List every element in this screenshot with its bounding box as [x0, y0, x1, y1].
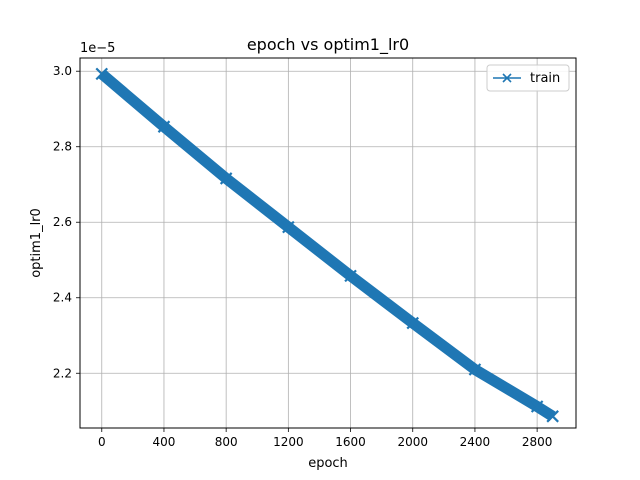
chart-title: epoch vs optim1_lr0 — [247, 35, 409, 55]
data-point-train — [344, 269, 357, 283]
plot-frame — [79, 57, 577, 429]
x-tick-label: 1200 — [273, 435, 304, 449]
x-tick-label: 2400 — [460, 435, 491, 449]
x-tick-label: 400 — [153, 435, 176, 449]
data-point-train — [219, 172, 233, 185]
data-point-train — [468, 363, 482, 376]
data-point-train — [95, 67, 109, 81]
y-axis-label: optim1_lr0 — [29, 208, 44, 278]
x-tick-label: 2800 — [522, 435, 553, 449]
legend: train — [486, 64, 570, 92]
data-point-train — [282, 220, 295, 234]
legend-box — [486, 64, 570, 92]
legend-marker-swatch — [502, 73, 512, 83]
x-tick-label: 800 — [215, 435, 238, 449]
x-axis-ticks: 0 400 800 1200 1600 2000 2400 2800 — [98, 428, 552, 449]
legend-label-train: train — [530, 71, 560, 86]
y-tick-label: 2.6 — [53, 215, 72, 229]
x-axis-label: epoch — [308, 456, 348, 471]
y-tick-label: 2.8 — [53, 140, 72, 154]
series-layer — [95, 67, 559, 423]
y-axis-ticks: 2.2 2.4 2.6 2.8 3.0 — [53, 64, 80, 380]
y-axis-offset-label: 1e−5 — [80, 41, 115, 56]
data-point-train — [530, 400, 544, 413]
data-point-train — [546, 410, 559, 423]
x-tick-label: 2000 — [397, 435, 428, 449]
y-tick-label: 2.4 — [53, 291, 72, 305]
data-point-train — [406, 316, 420, 330]
x-tick-label: 1600 — [335, 435, 366, 449]
y-tick-label: 2.2 — [53, 366, 72, 380]
data-point-train — [157, 120, 171, 133]
y-tick-label: 3.0 — [53, 64, 72, 78]
grid — [80, 58, 576, 428]
x-tick-label: 0 — [98, 435, 106, 449]
